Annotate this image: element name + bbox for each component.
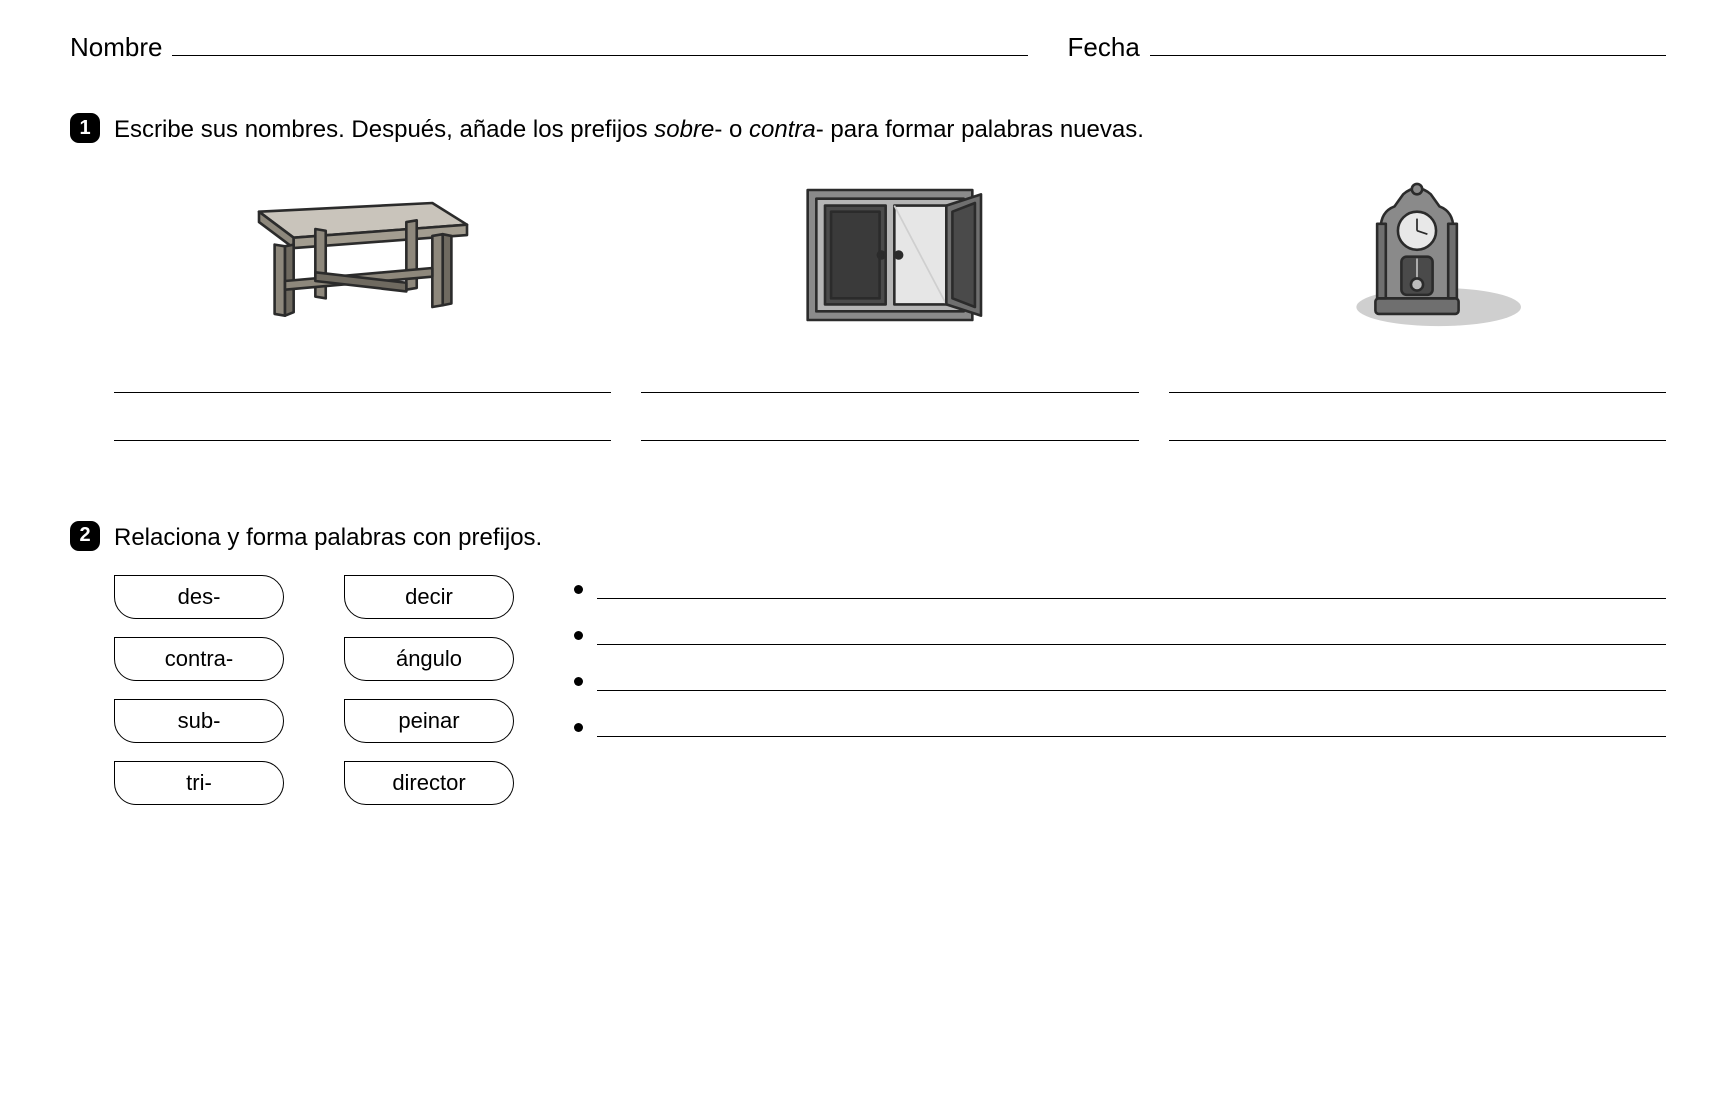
answer-line[interactable] bbox=[597, 719, 1666, 737]
answer-row bbox=[574, 627, 1666, 645]
answer-row bbox=[574, 581, 1666, 599]
prefix-pill[interactable]: tri- bbox=[114, 761, 284, 805]
answer-line[interactable] bbox=[1169, 365, 1666, 393]
exercise-2-grid: des- contra- sub- tri- decir ángulo pein… bbox=[114, 575, 1666, 805]
exercise-1-badge: 1 bbox=[70, 113, 100, 143]
prefix-contra: contra bbox=[749, 116, 816, 143]
bullet-icon bbox=[574, 585, 583, 594]
exercise-2-badge: 2 bbox=[70, 521, 100, 551]
bullet-icon bbox=[574, 723, 583, 732]
image-col-window bbox=[641, 165, 1138, 461]
window-icon bbox=[641, 165, 1138, 345]
nombre-input-line[interactable] bbox=[172, 30, 1027, 56]
image-col-clock bbox=[1169, 165, 1666, 461]
exercise-1-images-row bbox=[114, 165, 1666, 461]
exercise-1: 1 Escribe sus nombres. Después, añade lo… bbox=[70, 113, 1666, 471]
answer-column bbox=[574, 575, 1666, 737]
fecha-field-group: Fecha bbox=[1068, 30, 1666, 63]
fecha-input-line[interactable] bbox=[1150, 30, 1666, 56]
answer-line[interactable] bbox=[641, 365, 1138, 393]
answer-row bbox=[574, 719, 1666, 737]
exercise-1-instruction: Escribe sus nombres. Después, añade los … bbox=[114, 113, 1666, 147]
prefix-column: des- contra- sub- tri- bbox=[114, 575, 284, 805]
root-column: decir ángulo peinar director bbox=[344, 575, 514, 805]
clock-icon bbox=[1169, 165, 1666, 345]
nombre-field-group: Nombre bbox=[70, 30, 1028, 63]
worksheet-header: Nombre Fecha bbox=[70, 30, 1666, 63]
answer-row bbox=[574, 673, 1666, 691]
prefix-sobre: sobre bbox=[654, 116, 714, 143]
root-pill[interactable]: director bbox=[344, 761, 514, 805]
answer-line[interactable] bbox=[1169, 413, 1666, 441]
image-col-table bbox=[114, 165, 611, 461]
prefix-pill[interactable]: sub- bbox=[114, 699, 284, 743]
exercise-1-body: Escribe sus nombres. Después, añade los … bbox=[114, 113, 1666, 471]
instr-text: Escribe sus nombres. Después, añade los … bbox=[114, 116, 654, 143]
prefix-pill[interactable]: des- bbox=[114, 575, 284, 619]
prefix-pill[interactable]: contra- bbox=[114, 637, 284, 681]
root-pill[interactable]: peinar bbox=[344, 699, 514, 743]
instr-text: - para formar palabras nuevas. bbox=[816, 116, 1144, 143]
answer-line[interactable] bbox=[114, 413, 611, 441]
nombre-label: Nombre bbox=[70, 32, 162, 63]
root-pill[interactable]: ángulo bbox=[344, 637, 514, 681]
fecha-label: Fecha bbox=[1068, 32, 1140, 63]
bullet-icon bbox=[574, 631, 583, 640]
exercise-2: 2 Relaciona y forma palabras con prefijo… bbox=[70, 521, 1666, 805]
instr-text: - o bbox=[714, 116, 749, 143]
answer-line[interactable] bbox=[597, 627, 1666, 645]
answer-line[interactable] bbox=[114, 365, 611, 393]
exercise-2-body: Relaciona y forma palabras con prefijos.… bbox=[114, 521, 1666, 805]
root-pill[interactable]: decir bbox=[344, 575, 514, 619]
answer-line[interactable] bbox=[641, 413, 1138, 441]
answer-line[interactable] bbox=[597, 581, 1666, 599]
bullet-icon bbox=[574, 677, 583, 686]
table-icon bbox=[114, 165, 611, 345]
answer-line[interactable] bbox=[597, 673, 1666, 691]
exercise-2-instruction: Relaciona y forma palabras con prefijos. bbox=[114, 521, 1666, 555]
